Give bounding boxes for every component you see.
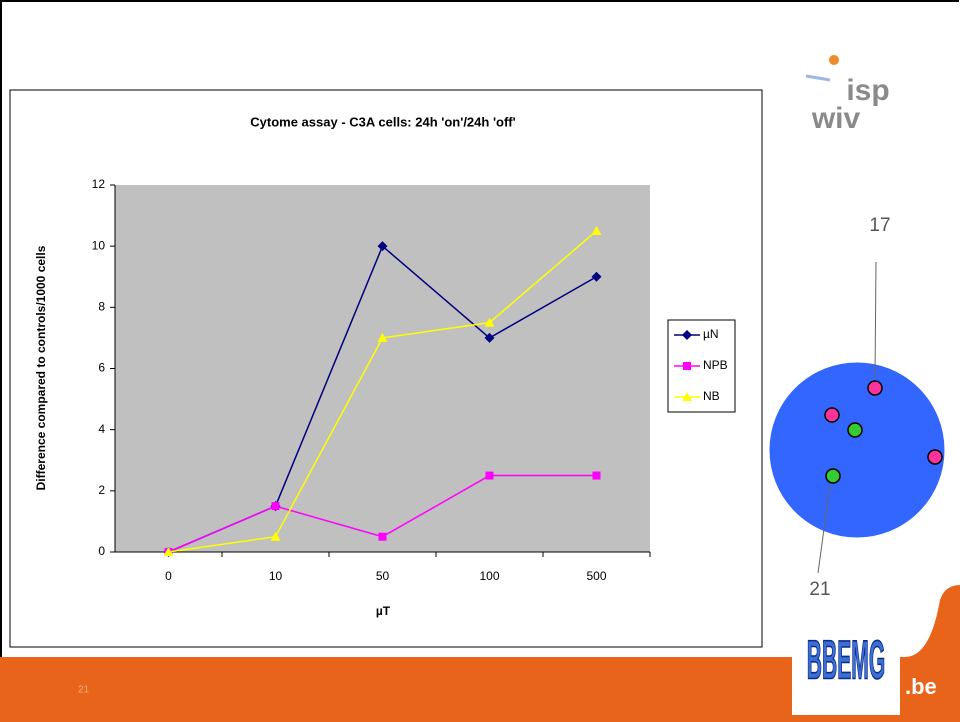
marker	[682, 330, 692, 340]
marker	[163, 547, 174, 556]
footer-bar	[0, 585, 960, 722]
pointer	[817, 484, 831, 574]
y-tick-label: 6	[98, 361, 105, 375]
marker	[683, 362, 691, 370]
marker	[592, 471, 601, 480]
x-axis-label: µT	[376, 604, 391, 618]
logo-isp: isp	[846, 74, 889, 107]
dot	[927, 449, 943, 465]
marker	[484, 332, 495, 343]
plot-area	[115, 185, 650, 552]
marker	[484, 317, 495, 327]
marker	[485, 471, 494, 480]
marker	[591, 225, 602, 235]
x-tick-label: 100	[479, 569, 499, 583]
logo-domain: .be	[905, 674, 937, 699]
x-tick-label: 0	[165, 569, 172, 583]
y-tick-label: 12	[92, 177, 106, 191]
dot	[824, 407, 840, 423]
x-tick-label: 500	[586, 569, 606, 583]
legend-label: NB	[703, 389, 720, 403]
marker	[377, 332, 388, 342]
logo-wiv: wiv	[811, 102, 861, 135]
legend-label: µN	[703, 327, 719, 341]
dot	[867, 380, 883, 396]
marker	[591, 271, 602, 282]
y-tick-label: 10	[92, 238, 106, 252]
y-tick-label: 8	[98, 300, 105, 314]
page-number: 21	[78, 685, 90, 696]
legend-label: NPB	[703, 358, 728, 372]
marker	[682, 392, 692, 401]
logo-box	[792, 610, 900, 715]
label-17: 17	[869, 215, 890, 236]
pointer	[874, 261, 877, 379]
marker	[377, 241, 388, 252]
marker	[378, 532, 387, 541]
logo-dot	[829, 55, 839, 65]
chart-title: Cytome assay - C3A cells: 24h 'on'/24h '…	[250, 114, 515, 129]
marker	[271, 502, 280, 511]
y-tick-label: 4	[98, 422, 105, 436]
marker	[270, 531, 281, 541]
y-axis-label: Difference compared to controls/1000 cel…	[34, 245, 48, 490]
dot	[847, 422, 863, 438]
y-tick-label: 2	[98, 483, 105, 497]
dot	[825, 468, 841, 484]
label-21: 21	[809, 579, 830, 600]
logo-bbemg: BBEMG	[807, 630, 885, 691]
logo-swoosh	[805, 74, 831, 82]
y-tick-label: 0	[98, 544, 105, 558]
x-tick-label: 50	[376, 569, 390, 583]
cell	[768, 361, 946, 539]
cell-dots	[824, 380, 943, 484]
x-tick-label: 10	[269, 569, 283, 583]
